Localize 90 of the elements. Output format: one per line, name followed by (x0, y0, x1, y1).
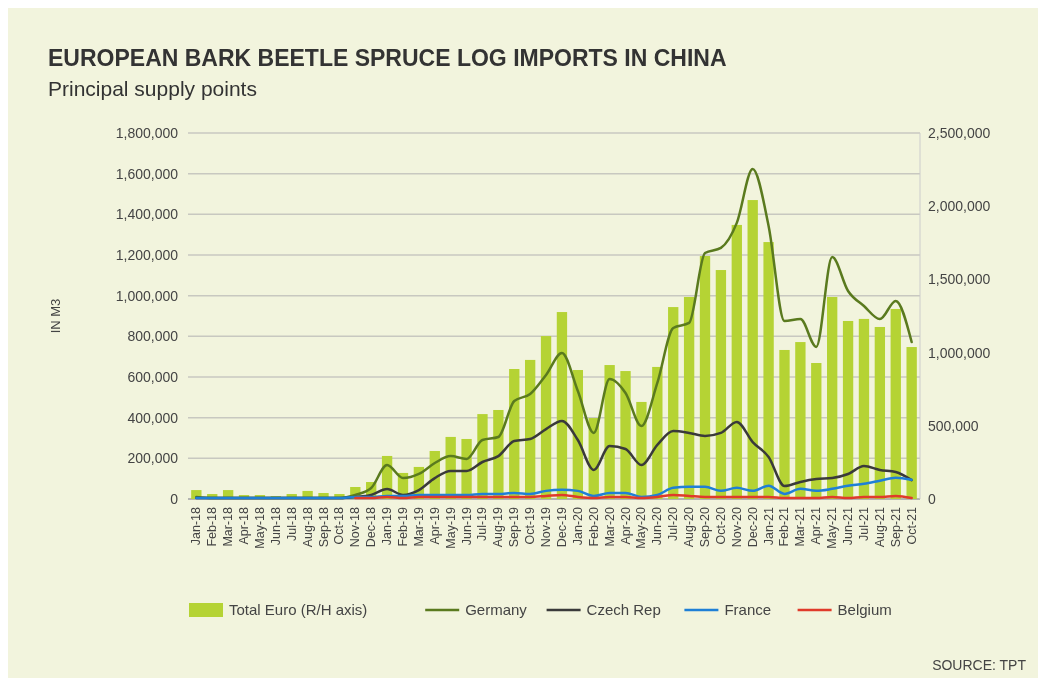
x-tick-label: Jan-18 (189, 506, 204, 546)
x-tick-label: Jan-21 (761, 506, 776, 546)
x-tick-label: Jan-20 (570, 506, 585, 546)
y-tick-label: 1,600,000 (115, 165, 179, 182)
y-tick-label: 0 (170, 490, 179, 507)
bar (795, 342, 806, 499)
y-tick-label: 600,000 (127, 368, 179, 385)
bar (668, 307, 679, 499)
x-tick-label: Apr-21 (809, 506, 824, 545)
x-tick-label: May-21 (825, 506, 840, 549)
chart-title: EUROPEAN BARK BEETLE SPRUCE LOG IMPORTS IN CHINA (48, 45, 727, 71)
x-tick-label: Feb-20 (586, 506, 601, 547)
y-tick-label: 1,200,000 (115, 246, 179, 263)
x-tick-label: Mar-19 (411, 506, 426, 547)
bar (524, 359, 536, 499)
x-tick-label: Nov-19 (539, 506, 554, 548)
chart-subtitle: Principal supply points (48, 77, 257, 100)
x-tick-label: Oct-19 (523, 506, 538, 545)
y2-tick-label: 2,000,000 (928, 198, 991, 215)
x-tick-label: Dec-18 (364, 506, 379, 548)
legend-label: France (724, 601, 772, 619)
x-tick-label: Oct-18 (332, 506, 347, 545)
x-tick-label: Mar-21 (793, 506, 808, 547)
bar (811, 362, 822, 499)
x-tick-label: Feb-21 (777, 506, 792, 547)
source-note: SOURCE: TPT (932, 657, 1027, 673)
y-tick-label: 200,000 (127, 450, 179, 467)
x-tick-label: May-19 (443, 506, 458, 549)
bar (827, 296, 838, 499)
x-tick-label: Nov-20 (729, 506, 744, 548)
bar (747, 200, 758, 499)
x-tick-label: Aug-18 (300, 506, 315, 548)
y2-tick-label: 500,000 (928, 417, 979, 434)
x-tick-label: Feb-18 (205, 506, 220, 547)
x-tick-label: Jul-21 (856, 506, 871, 542)
y2-tick-label: 0 (928, 490, 936, 507)
x-tick-label: Mar-18 (221, 506, 236, 547)
legend-label: Germany (465, 601, 528, 619)
x-tick-label: Jun-19 (459, 506, 474, 546)
x-tick-label: May-20 (634, 506, 649, 549)
x-tick-label: Jun-20 (650, 506, 665, 546)
x-tick-label: Oct-20 (713, 506, 728, 545)
y-tick-label: 1,800,000 (115, 124, 179, 141)
x-tick-label: Apr-18 (237, 506, 252, 545)
x-tick-label: Jun-21 (841, 506, 856, 546)
x-tick-label: Aug-20 (682, 506, 697, 548)
bar (763, 242, 774, 499)
x-tick-label: Apr-20 (618, 506, 633, 545)
x-tick-label: Apr-19 (427, 506, 442, 545)
x-tick-label: Mar-20 (602, 506, 617, 547)
legend-label: Czech Rep (586, 601, 661, 619)
bar (842, 320, 854, 499)
x-tick-label: Oct-21 (904, 506, 919, 545)
x-tick-label: Jul-20 (666, 506, 681, 542)
y2-tick-label: 1,000,000 (928, 344, 991, 361)
x-tick-label: Dec-19 (554, 506, 569, 548)
y-tick-label: 800,000 (127, 328, 179, 345)
x-tick-label: Sep-19 (507, 506, 522, 548)
bar (890, 308, 901, 499)
x-tick-label: Feb-19 (395, 506, 410, 547)
x-tick-label: Jun-18 (268, 506, 283, 546)
y-tick-label: 400,000 (127, 409, 179, 426)
x-tick-label: Aug-21 (872, 506, 887, 548)
y2-tick-label: 2,500,000 (928, 124, 991, 141)
legend-label: Belgium (837, 601, 892, 619)
bar (715, 270, 727, 499)
bar (699, 255, 711, 499)
bar (683, 296, 695, 499)
x-tick-label: Nov-18 (348, 506, 363, 548)
x-tick-label: Aug-19 (491, 506, 506, 548)
y-tick-label: 1,000,000 (115, 287, 179, 304)
x-tick-label: Sep-20 (698, 506, 713, 548)
y-axis-title: IN M3 (48, 298, 63, 334)
bar (858, 318, 870, 499)
bar (874, 326, 886, 499)
x-tick-label: Jul-18 (284, 506, 299, 542)
bar (731, 224, 742, 499)
bar (779, 349, 790, 499)
bar (556, 312, 568, 499)
x-tick-label: Sep-21 (888, 506, 903, 548)
legend-label: Total Euro (R/H axis) (229, 601, 368, 619)
x-tick-label: Dec-20 (745, 506, 760, 548)
x-tick-label: Sep-18 (316, 506, 331, 548)
y-tick-label: 1,400,000 (115, 206, 179, 223)
x-tick-label: Jul-19 (475, 506, 490, 542)
bar (620, 371, 631, 499)
x-tick-label: Jan-19 (380, 506, 395, 546)
x-tick-label: May-18 (252, 506, 267, 549)
bar (906, 347, 917, 499)
y2-tick-label: 1,500,000 (928, 271, 991, 288)
